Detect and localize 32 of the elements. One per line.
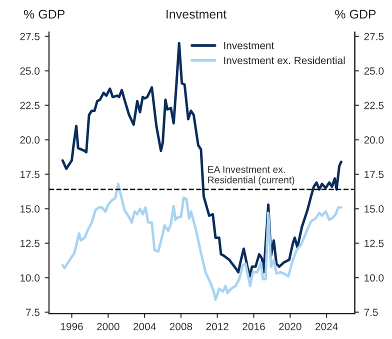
y2-tick-label: 12.5 xyxy=(364,240,384,248)
y2-tick-label: 22.5 xyxy=(364,102,384,110)
y-tick-label: 10.0 xyxy=(20,274,40,282)
y2-tick-label: 20.0 xyxy=(364,136,384,144)
x-tick-label: 2004 xyxy=(133,322,156,330)
y-tick-label: 25.0 xyxy=(20,67,40,75)
y-tick-label: 20.0 xyxy=(20,136,40,144)
x-tick-label: 2000 xyxy=(97,322,120,330)
y2-tick-label: 17.5 xyxy=(364,170,384,178)
x-tick-label: 2016 xyxy=(242,322,265,330)
y-tick-label: 27.5 xyxy=(20,32,40,40)
x-tick-label: 2024 xyxy=(315,322,338,330)
legend-label: Investment xyxy=(224,42,274,50)
x-tick-label: 1996 xyxy=(60,322,83,330)
y-axis-title: % GDP xyxy=(24,10,65,19)
x-tick-label: 2008 xyxy=(170,322,192,330)
y2-tick-label: 15.0 xyxy=(364,205,384,213)
x-tick-label: 2020 xyxy=(279,322,302,330)
y2-tick-label: 7.5 xyxy=(364,308,378,316)
y-tick-label: 12.5 xyxy=(20,240,40,248)
y-tick-label: 22.5 xyxy=(20,102,40,110)
y2-axis-title: % GDP xyxy=(335,10,376,19)
legend-label: Investment ex. Residential xyxy=(224,56,345,64)
y-tick-label: 17.5 xyxy=(20,170,40,178)
y-tick-label: 15.0 xyxy=(20,205,40,213)
y2-tick-label: 25.0 xyxy=(364,67,384,75)
ref-line-label: EA Investment ex. Residential (current) xyxy=(208,166,294,186)
chart-title: Investment xyxy=(166,10,226,19)
y2-tick-label: 10.0 xyxy=(364,274,384,282)
x-tick-label: 2012 xyxy=(206,322,228,330)
y2-tick-label: 27.5 xyxy=(364,32,384,40)
y-tick-label: 7.5 xyxy=(26,308,40,316)
